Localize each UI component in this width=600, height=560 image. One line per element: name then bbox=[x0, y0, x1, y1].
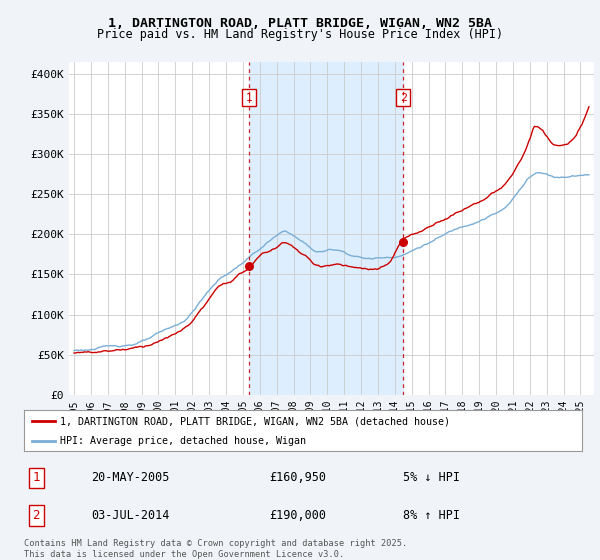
Point bbox=[398, 238, 408, 247]
Text: HPI: Average price, detached house, Wigan: HPI: Average price, detached house, Wiga… bbox=[60, 436, 306, 446]
Text: 1: 1 bbox=[32, 472, 40, 484]
Text: £190,000: £190,000 bbox=[269, 509, 326, 522]
Text: 03-JUL-2014: 03-JUL-2014 bbox=[91, 509, 169, 522]
Bar bbox=[249, 62, 403, 395]
Text: 2: 2 bbox=[32, 509, 40, 522]
Text: 2: 2 bbox=[400, 93, 407, 102]
Text: 5% ↓ HPI: 5% ↓ HPI bbox=[403, 472, 460, 484]
Text: 20-MAY-2005: 20-MAY-2005 bbox=[91, 472, 169, 484]
Text: £160,950: £160,950 bbox=[269, 472, 326, 484]
Point bbox=[244, 261, 254, 270]
Text: 8% ↑ HPI: 8% ↑ HPI bbox=[403, 509, 460, 522]
Text: 1: 1 bbox=[246, 93, 253, 102]
Text: 1, DARTINGTON ROAD, PLATT BRIDGE, WIGAN, WN2 5BA: 1, DARTINGTON ROAD, PLATT BRIDGE, WIGAN,… bbox=[108, 17, 492, 30]
Text: Contains HM Land Registry data © Crown copyright and database right 2025.
This d: Contains HM Land Registry data © Crown c… bbox=[24, 539, 407, 559]
Text: 1, DARTINGTON ROAD, PLATT BRIDGE, WIGAN, WN2 5BA (detached house): 1, DARTINGTON ROAD, PLATT BRIDGE, WIGAN,… bbox=[60, 417, 450, 426]
Text: Price paid vs. HM Land Registry's House Price Index (HPI): Price paid vs. HM Land Registry's House … bbox=[97, 28, 503, 41]
